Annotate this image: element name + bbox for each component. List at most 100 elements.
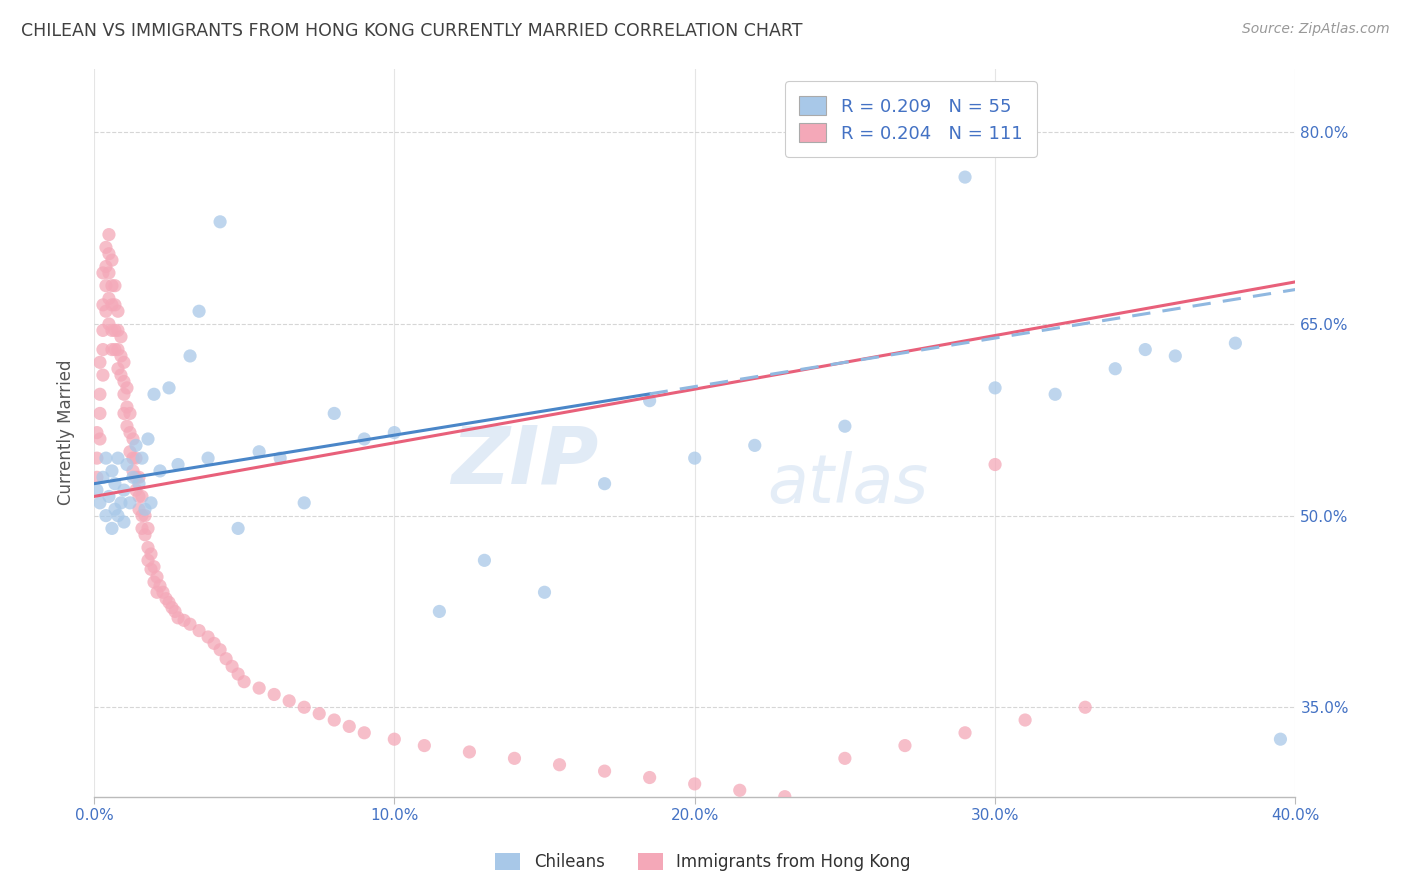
Point: [104, 323, 127, 337]
Point: [89, 387, 111, 401]
Text: CHILEAN VS IMMIGRANTS FROM HONG KONG CURRENTLY MARRIED CORRELATION CHART: CHILEAN VS IMMIGRANTS FROM HONG KONG CUR…: [21, 22, 803, 40]
Point: [131, 490, 153, 504]
Point: [122, 432, 145, 446]
Point: [197, 451, 219, 466]
Point: [167, 611, 190, 625]
Point: [110, 368, 132, 383]
Text: atlas: atlas: [766, 450, 928, 516]
Point: [353, 726, 375, 740]
Point: [104, 502, 127, 516]
Point: [638, 393, 661, 408]
Point: [97, 266, 120, 280]
Point: [94, 451, 117, 466]
Point: [122, 451, 145, 466]
Point: [91, 323, 114, 337]
Point: [118, 496, 141, 510]
Point: [953, 726, 976, 740]
Point: [278, 694, 301, 708]
Point: [134, 528, 156, 542]
Point: [101, 298, 124, 312]
Point: [110, 496, 132, 510]
Point: [107, 508, 129, 523]
Point: [97, 292, 120, 306]
Point: [112, 515, 135, 529]
Point: [155, 591, 177, 606]
Point: [101, 521, 124, 535]
Point: [94, 240, 117, 254]
Point: [125, 451, 148, 466]
Point: [149, 464, 172, 478]
Point: [382, 732, 405, 747]
Text: Source: ZipAtlas.com: Source: ZipAtlas.com: [1241, 22, 1389, 37]
Point: [136, 541, 159, 555]
Point: [131, 521, 153, 535]
Point: [112, 483, 135, 497]
Point: [226, 521, 249, 535]
Point: [323, 713, 346, 727]
Point: [139, 547, 162, 561]
Point: [86, 483, 108, 497]
Point: [143, 559, 166, 574]
Point: [353, 432, 375, 446]
Point: [308, 706, 330, 721]
Point: [197, 630, 219, 644]
Point: [91, 343, 114, 357]
Point: [131, 451, 153, 466]
Point: [107, 451, 129, 466]
Point: [136, 521, 159, 535]
Point: [104, 476, 127, 491]
Point: [94, 508, 117, 523]
Text: ZIP: ZIP: [451, 423, 599, 500]
Point: [128, 502, 150, 516]
Point: [143, 575, 166, 590]
Point: [894, 739, 917, 753]
Point: [97, 227, 120, 242]
Point: [323, 406, 346, 420]
Point: [984, 381, 1007, 395]
Point: [122, 470, 145, 484]
Point: [136, 432, 159, 446]
Point: [110, 330, 132, 344]
Point: [146, 570, 169, 584]
Point: [112, 387, 135, 401]
Point: [128, 490, 150, 504]
Point: [91, 368, 114, 383]
Point: [728, 783, 751, 797]
Point: [215, 651, 238, 665]
Point: [112, 375, 135, 389]
Point: [953, 170, 976, 185]
Point: [128, 470, 150, 484]
Y-axis label: Currently Married: Currently Married: [58, 359, 75, 506]
Point: [152, 585, 174, 599]
Point: [292, 496, 315, 510]
Point: [115, 458, 138, 472]
Point: [638, 771, 661, 785]
Point: [134, 502, 156, 516]
Point: [263, 688, 285, 702]
Point: [101, 464, 124, 478]
Point: [1270, 732, 1292, 747]
Point: [139, 496, 162, 510]
Point: [118, 425, 141, 440]
Point: [101, 323, 124, 337]
Point: [1104, 361, 1126, 376]
Point: [173, 613, 195, 627]
Point: [226, 667, 249, 681]
Point: [97, 317, 120, 331]
Point: [94, 304, 117, 318]
Point: [163, 604, 186, 618]
Point: [984, 458, 1007, 472]
Point: [337, 719, 360, 733]
Point: [101, 278, 124, 293]
Point: [91, 298, 114, 312]
Point: [1135, 343, 1157, 357]
Point: [104, 343, 127, 357]
Point: [107, 304, 129, 318]
Point: [209, 215, 232, 229]
Legend: Chileans, Immigrants from Hong Kong: Chileans, Immigrants from Hong Kong: [486, 845, 920, 880]
Point: [101, 343, 124, 357]
Point: [128, 476, 150, 491]
Point: [503, 751, 526, 765]
Point: [427, 604, 450, 618]
Point: [533, 585, 555, 599]
